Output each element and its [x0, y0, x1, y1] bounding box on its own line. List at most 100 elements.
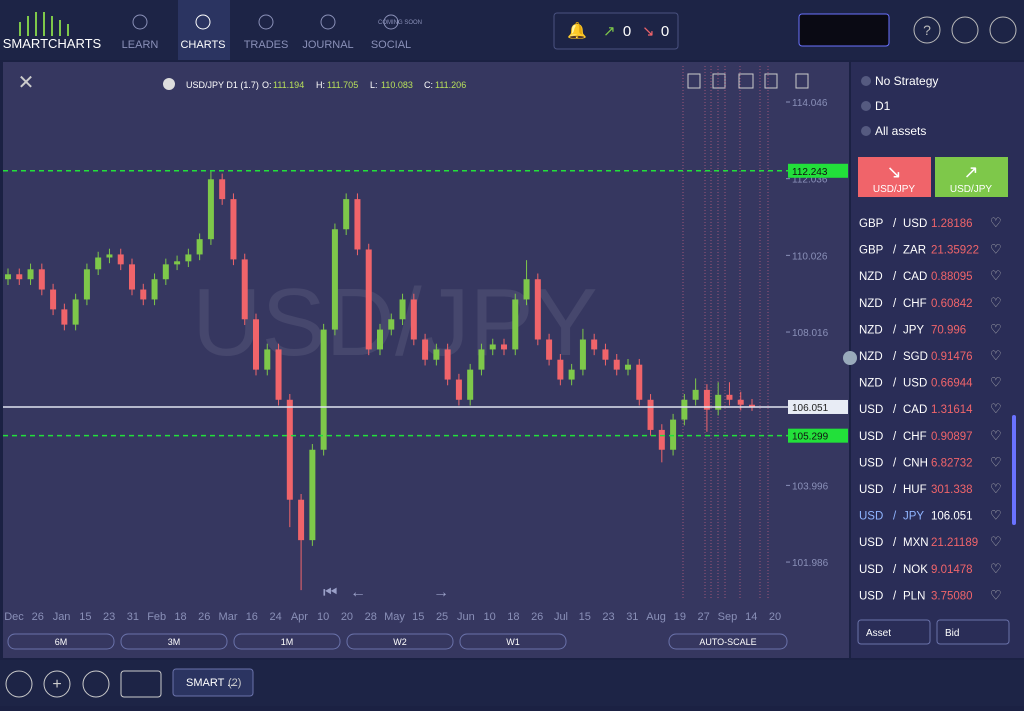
asset-base[interactable]: USD	[859, 484, 883, 496]
alerts-down: 0	[661, 23, 669, 40]
favorite[interactable]: ♡	[990, 375, 1002, 390]
filter[interactable]: All assets	[875, 124, 926, 138]
chart-bg	[3, 62, 849, 658]
favorite[interactable]: ♡	[990, 454, 1002, 469]
timeframe-btn[interactable]	[346, 633, 454, 650]
bell-icon[interactable]: 🔔	[567, 22, 587, 40]
ohlc-label: H:	[316, 80, 325, 90]
close-icon[interactable]: ✕	[18, 72, 35, 94]
x-tick-label: 16	[246, 611, 258, 623]
asset-quote[interactable]: CNH	[903, 457, 928, 469]
coming-soon: COMING SOON	[378, 20, 422, 26]
candle-body	[681, 399, 688, 420]
fullscreen-btn[interactable]	[989, 16, 1017, 44]
asset-quote[interactable]: USD	[903, 378, 927, 390]
asset-quote[interactable]: CHF	[903, 431, 927, 443]
asset-quote[interactable]: PLN	[903, 590, 925, 602]
settings-btn[interactable]	[951, 16, 979, 44]
asset-base[interactable]: GBP	[859, 218, 884, 230]
nav-item[interactable]: LEARN	[122, 39, 159, 51]
tool[interactable]	[738, 73, 754, 89]
account-box[interactable]	[798, 13, 890, 47]
sell-btn[interactable]	[858, 157, 931, 197]
timeframe-btn[interactable]	[459, 633, 567, 650]
timeframe-label: 6M	[55, 637, 68, 647]
select[interactable]	[936, 619, 1010, 645]
filter[interactable]: No Strategy	[875, 74, 938, 88]
nav-icon	[383, 14, 399, 30]
select[interactable]	[857, 619, 931, 645]
nav-item[interactable]: JOURNAL	[302, 39, 353, 51]
asset-quote[interactable]: USD	[903, 218, 927, 230]
autoscale-btn[interactable]	[668, 633, 788, 650]
asset-base[interactable]: NZD	[859, 378, 883, 390]
favorite[interactable]: ♡	[990, 428, 1002, 443]
fwd-btn[interactable]: →	[433, 584, 449, 601]
filter[interactable]: D1	[875, 99, 891, 113]
first-btn[interactable]: ⏮	[323, 584, 337, 601]
buy-btn[interactable]	[935, 157, 1008, 197]
asset-quote[interactable]: CAD	[903, 271, 927, 283]
favorite[interactable]: ♡	[990, 215, 1002, 230]
help-icon: ?	[923, 22, 931, 38]
timeframe-btn[interactable]	[120, 633, 228, 650]
favorite[interactable]: ♡	[990, 295, 1002, 310]
asset-quote[interactable]: SGD	[903, 351, 928, 363]
undo-btn[interactable]	[5, 670, 33, 698]
timeframe-label: W1	[506, 637, 520, 647]
asset-base[interactable]: USD	[859, 590, 883, 602]
collapse-btn[interactable]	[843, 351, 857, 365]
favorite[interactable]: ♡	[990, 401, 1002, 416]
favorite[interactable]: ♡	[990, 348, 1002, 363]
back-btn[interactable]: ←	[350, 584, 366, 601]
favorite[interactable]: ♡	[990, 321, 1002, 336]
asset-base[interactable]: GBP	[859, 245, 884, 257]
current-price-label: 106.051	[792, 403, 829, 414]
asset-sep: /	[893, 271, 897, 283]
help-btn[interactable]	[913, 16, 941, 44]
x-tick-label: 18	[507, 611, 519, 623]
tool[interactable]	[764, 73, 778, 89]
tool[interactable]	[687, 73, 701, 89]
grid-btn[interactable]	[82, 670, 110, 698]
asset-quote[interactable]: HUF	[903, 484, 927, 496]
x-tick-label: Jan	[53, 611, 71, 623]
asset-base[interactable]: NZD	[859, 271, 883, 283]
asset-base[interactable]: USD	[859, 564, 883, 576]
asset-quote[interactable]: CHF	[903, 298, 927, 310]
favorite[interactable]: ♡	[990, 534, 1002, 549]
tool[interactable]	[795, 73, 809, 89]
asset-base[interactable]: USD	[859, 431, 883, 443]
asset-quote[interactable]: ZAR	[903, 245, 926, 257]
asset-quote[interactable]: NOK	[903, 564, 928, 576]
asset-quote[interactable]: CAD	[903, 404, 927, 416]
save-btn[interactable]	[120, 670, 162, 698]
asset-base[interactable]: USD	[859, 457, 883, 469]
nav-item[interactable]: CHARTS	[180, 39, 225, 51]
favorite[interactable]: ♡	[990, 561, 1002, 576]
nav-item[interactable]: TRADES	[244, 39, 289, 51]
favorite[interactable]: ♡	[990, 242, 1002, 257]
nav-item[interactable]: SOCIAL	[371, 39, 411, 51]
favorite[interactable]: ♡	[990, 587, 1002, 602]
asset-base[interactable]: USD	[859, 404, 883, 416]
asset-quote[interactable]: JPY	[903, 511, 924, 523]
asset-base[interactable]: USD	[859, 511, 883, 523]
asset-quote[interactable]: JPY	[903, 324, 924, 336]
timeframe-btn[interactable]	[7, 633, 115, 650]
favorite[interactable]: ♡	[990, 508, 1002, 523]
logo[interactable]: SMARTCHARTS	[3, 36, 102, 51]
asset-base[interactable]: USD	[859, 537, 883, 549]
alerts-box[interactable]	[553, 12, 679, 50]
add-btn[interactable]	[43, 670, 71, 698]
favorite[interactable]: ♡	[990, 268, 1002, 283]
asset-quote[interactable]: MXN	[903, 537, 929, 549]
asset-base[interactable]: NZD	[859, 351, 883, 363]
smart-tab[interactable]	[172, 668, 254, 697]
timeframe-btn[interactable]	[233, 633, 341, 650]
candle-body	[399, 299, 406, 320]
asset-base[interactable]: NZD	[859, 324, 883, 336]
favorite[interactable]: ♡	[990, 481, 1002, 496]
asset-base[interactable]: NZD	[859, 298, 883, 310]
